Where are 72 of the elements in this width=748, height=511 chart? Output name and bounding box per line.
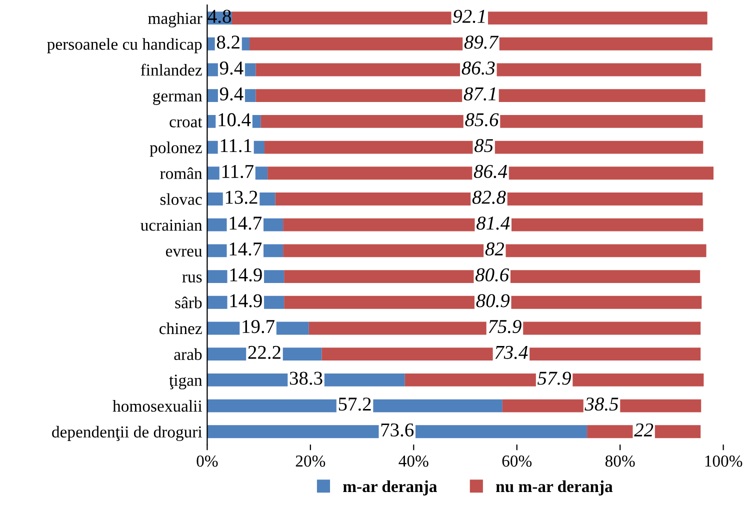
data-label: 13.2 [226, 190, 258, 204]
data-label: 82.8 [472, 190, 506, 204]
y-tick-label: slovac [160, 193, 202, 205]
bar [268, 166, 714, 180]
y-tick-label: ţigan [169, 374, 202, 390]
data-label: 75.9 [488, 320, 522, 334]
y-tick-label: evreu [166, 248, 202, 257]
data-label: 8.2 [216, 36, 240, 49]
bar [322, 348, 701, 361]
x-tick-label: 100% [705, 455, 742, 467]
data-label: 80.6 [475, 268, 510, 282]
data-label: 73.6 [381, 423, 414, 437]
x-tick-label: 20% [296, 455, 326, 467]
data-label: 14.7 [230, 242, 262, 256]
data-label: 4.8 [208, 10, 231, 23]
data-label: 14.9 [230, 268, 262, 282]
data-label: 22.2 [248, 346, 280, 360]
y-tick-label: persoanele cu handicap [47, 38, 202, 54]
bar [207, 425, 588, 438]
data-label: 11.1 [220, 139, 252, 152]
data-label: 92.1 [453, 10, 485, 23]
bar [260, 114, 703, 128]
x-tick-label: 0% [196, 455, 218, 467]
data-label: 85.6 [465, 113, 499, 126]
data-label: 86.3 [462, 61, 495, 75]
bar [232, 12, 708, 24]
y-tick-label: arab [174, 348, 202, 360]
x-tick-label: 60% [502, 455, 532, 467]
data-label: 87.1 [464, 87, 496, 101]
y-tick-label: homosexualii [112, 400, 202, 412]
y-tick-label: finlandez [140, 64, 202, 76]
data-label: 85 [474, 139, 493, 152]
bar [264, 140, 704, 154]
data-label: 89.7 [464, 36, 499, 49]
bar [256, 89, 706, 102]
y-tick-label: rus [182, 274, 202, 282]
data-label: 10.4 [218, 113, 251, 126]
data-label: 14.7 [230, 216, 262, 230]
y-tick-label: sârb [175, 296, 202, 308]
data-label: 81.4 [476, 216, 510, 230]
legend-label: m-ar deranja [343, 480, 437, 496]
x-tick-label: 40% [398, 455, 428, 467]
y-tick-label: ucrainian [140, 220, 202, 231]
data-label: 19.7 [242, 320, 274, 334]
data-label: 73.4 [495, 346, 528, 360]
bar [284, 296, 702, 309]
bar [275, 192, 703, 206]
data-label: 38.3 [290, 372, 322, 385]
bar [283, 244, 706, 258]
y-tick-label: polonez [150, 142, 202, 157]
bar [284, 270, 700, 284]
legend-label: nu m-ar deranja [496, 480, 613, 496]
y-tick-label: maghiar [148, 12, 202, 28]
data-label: 38.5 [584, 398, 618, 411]
data-label: 57.2 [338, 398, 371, 411]
y-tick-label: croat [170, 118, 202, 128]
bar [283, 218, 704, 232]
data-label: 9.4 [220, 87, 244, 101]
data-label: 86.4 [474, 164, 508, 178]
data-label: 80.9 [476, 294, 510, 308]
data-label: 22 [634, 423, 654, 436]
data-label: 82 [485, 242, 504, 256]
y-tick-label: dependenţii de droguri [52, 426, 202, 442]
x-tick-label: 80% [605, 455, 635, 467]
y-tick-label: român [160, 167, 202, 180]
bar [250, 37, 712, 50]
data-label: 11.7 [222, 164, 254, 178]
y-tick-label: german [153, 92, 202, 105]
y-tick-label: chinez [159, 322, 202, 334]
data-label: 14.9 [230, 294, 262, 308]
data-label: 9.4 [220, 62, 244, 75]
data-label: 57.9 [538, 372, 571, 385]
